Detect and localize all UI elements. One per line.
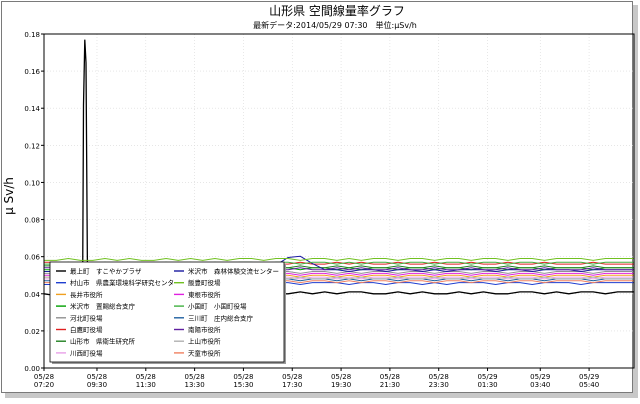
x-tick-date: 05/28 xyxy=(34,373,54,381)
x-tick-date: 05/28 xyxy=(429,373,449,381)
y-tick-label: 0.02 xyxy=(24,328,40,336)
y-axis-label: μ Sv/h xyxy=(2,177,16,215)
x-tick-time: 21:30 xyxy=(380,381,400,389)
legend-box xyxy=(49,261,285,363)
x-tick-time: 01:30 xyxy=(477,381,497,389)
y-tick-label: 0.00 xyxy=(24,365,40,373)
x-tick-time: 13:30 xyxy=(185,381,205,389)
x-tick-time: 19:30 xyxy=(331,381,351,389)
legend-label: 三川町 庄内総合支庁 xyxy=(188,313,254,322)
x-tick-date: 05/29 xyxy=(579,373,599,381)
legend-label: 村山市 県農業環境科学研究センター xyxy=(70,278,181,287)
legend-label: 東根市役所 xyxy=(188,290,221,299)
legend-label: 河北町役場 xyxy=(70,313,103,322)
x-tick-date: 05/28 xyxy=(380,373,400,381)
legend-label: 川西町役場 xyxy=(70,348,103,357)
legend-label: 白鷹町役場 xyxy=(70,325,103,334)
x-tick-time: 11:30 xyxy=(136,381,156,389)
x-tick-date: 05/28 xyxy=(136,373,156,381)
x-tick-time: 23:30 xyxy=(429,381,449,389)
legend-label: 米沢市 置賜総合支庁 xyxy=(70,302,136,311)
y-tick-label: 0.18 xyxy=(24,31,40,39)
x-tick-time: 09:30 xyxy=(87,381,107,389)
plot-area-border xyxy=(43,33,635,369)
x-tick-time: 05:40 xyxy=(579,381,599,389)
x-tick-date: 05/28 xyxy=(185,373,205,381)
y-tick-label: 0.12 xyxy=(24,142,40,150)
series-line xyxy=(44,257,634,261)
x-tick-time: 03:40 xyxy=(530,381,550,389)
x-tick-date: 05/29 xyxy=(530,373,550,381)
x-tick-date: 05/28 xyxy=(331,373,351,381)
legend-label: 天童市役所 xyxy=(188,348,221,357)
legend-label: 飯豊町役場 xyxy=(188,278,221,287)
x-tick-date: 05/28 xyxy=(233,373,253,381)
x-tick-time: 07:20 xyxy=(34,381,54,389)
y-tick-label: 0.06 xyxy=(24,254,40,262)
y-tick-label: 0.16 xyxy=(24,68,40,76)
legend-label: 山形市 県衛生研究所 xyxy=(70,337,136,346)
x-tick-date: 05/28 xyxy=(87,373,107,381)
y-ticks: 0.00 0.02 0.04 0.06 0.08 0.10 0.12 0.14 0.16 0.18 xyxy=(24,31,44,373)
x-tick-date: 05/28 xyxy=(282,373,302,381)
x-ticks: 05/2807:2005/2809:3005/2811:3005/2813:30… xyxy=(34,368,599,389)
legend-label: 小国町 小国町役場 xyxy=(188,302,247,311)
chart-title: 山形県 空間線量率グラフ xyxy=(269,3,405,18)
chart-subtitle: 最新データ:2014/05/29 07:30 単位:μSv/h xyxy=(253,20,417,30)
legend-label: 長井市役所 xyxy=(70,290,103,299)
legend-label: 上山市役所 xyxy=(188,337,221,346)
y-tick-label: 0.08 xyxy=(24,217,40,225)
y-tick-label: 0.14 xyxy=(24,105,40,113)
legend-label: 最上町 すこやかプラザ xyxy=(70,267,142,276)
x-tick-time: 17:30 xyxy=(282,381,302,389)
y-tick-label: 0.10 xyxy=(24,179,40,187)
x-tick-time: 15:30 xyxy=(233,381,253,389)
legend-label: 南陽市役所 xyxy=(188,325,221,334)
outer-shadow-bottom xyxy=(5,393,638,398)
y-tick-label: 0.04 xyxy=(24,291,40,299)
legend-label: 米沢市 森林体験交流センター xyxy=(188,267,279,276)
x-tick-date: 05/29 xyxy=(477,373,497,381)
outer-shadow-right xyxy=(633,5,638,396)
